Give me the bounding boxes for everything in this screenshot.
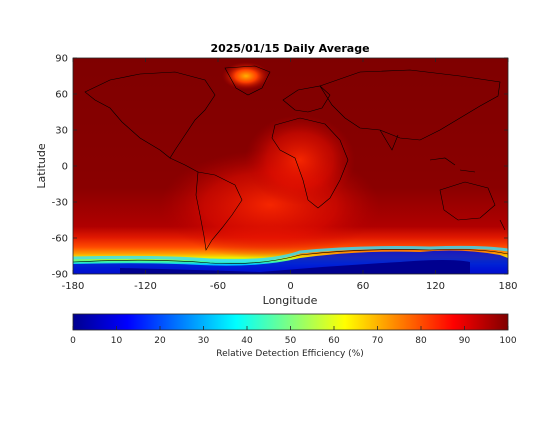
x-axis: -180 -120 -60 0 60 120 180 (62, 58, 518, 292)
y-tick-label: 60 (55, 90, 68, 101)
colorbar-tick-label: 100 (499, 336, 516, 346)
y-tick-label: -60 (52, 234, 68, 245)
colorbar-tick-label: 90 (459, 336, 471, 346)
x-tick-label: 60 (357, 281, 370, 292)
x-tick-label: -120 (134, 281, 157, 292)
colorbar-label: Relative Detection Efficiency (%) (216, 349, 364, 359)
chart-title: 2025/01/15 Daily Average (210, 42, 369, 55)
x-tick-label: -60 (210, 281, 226, 292)
y-tick-label: -90 (52, 270, 68, 281)
colorbar-tick-label: 0 (70, 336, 76, 346)
colorbar-tick-label: 80 (415, 336, 427, 346)
x-tick-label: 0 (287, 281, 293, 292)
colorbar-tick-label: 60 (328, 336, 340, 346)
colorbar-tick-label: 30 (198, 336, 210, 346)
y-tick-label: -30 (52, 198, 68, 209)
y-tick-label: 30 (55, 126, 68, 137)
x-tick-label: -180 (62, 281, 85, 292)
y-axis: 90 60 30 0 -30 -60 -90 (52, 54, 508, 281)
x-tick-label: 180 (498, 281, 517, 292)
colorbar-tick-label: 20 (154, 336, 166, 346)
colorbar-tick-label: 50 (285, 336, 297, 346)
y-tick-label: 90 (55, 54, 68, 65)
colorbar-ticks: 0 10 20 30 40 50 60 70 80 90 100 (70, 326, 517, 346)
heatmap-field (73, 58, 508, 274)
x-axis-label: Longitude (263, 294, 318, 307)
y-tick-label: 0 (62, 162, 68, 173)
colorbar-tick-label: 40 (241, 336, 253, 346)
y-axis-label: Latitude (35, 143, 48, 189)
coastlines (73, 65, 508, 264)
colorbar-tick-label: 70 (372, 336, 384, 346)
x-tick-label: 120 (426, 281, 445, 292)
colorbar-tick-label: 10 (111, 336, 123, 346)
